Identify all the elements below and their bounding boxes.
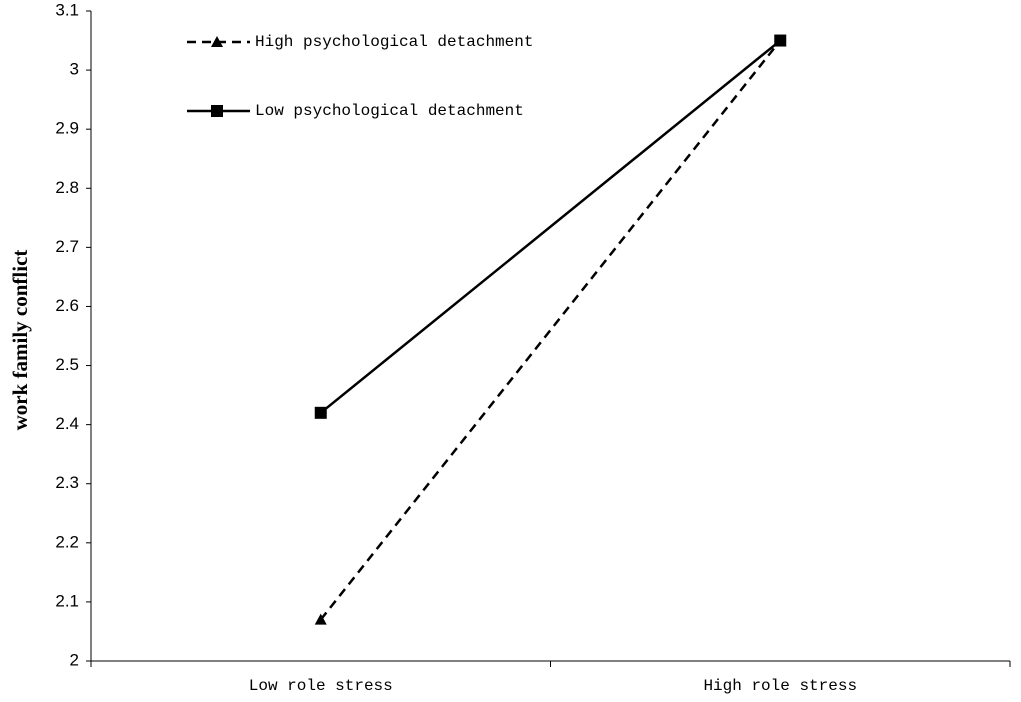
marker [314,613,327,625]
y-tick-label: 3.1 [55,0,79,19]
legend-label: High psychological detachment [255,33,533,51]
y-tick-label: 3 [70,60,79,79]
y-tick-label: 2.5 [55,355,79,374]
y-tick-label: 2.1 [55,591,79,610]
series-line [319,39,782,414]
marker [211,36,223,47]
y-tick-label: 2.6 [55,296,79,315]
y-tick-label: 2.3 [55,473,79,492]
y-tick-label: 2.9 [55,119,79,138]
marker [774,34,787,47]
y-axis-label: work family conflict [8,250,32,431]
marker [211,105,223,117]
x-tick-label: Low role stress [249,677,393,695]
series-line [319,39,782,621]
y-tick-label: 2.2 [55,532,79,551]
y-tick-label: 2.8 [55,178,79,197]
legend-label: Low psychological detachment [255,102,524,120]
marker [314,406,327,419]
y-tick-label: 2 [70,650,79,669]
x-tick-label: High role stress [703,677,857,695]
y-tick-label: 2.4 [55,414,79,433]
y-tick-label: 2.7 [55,237,79,256]
